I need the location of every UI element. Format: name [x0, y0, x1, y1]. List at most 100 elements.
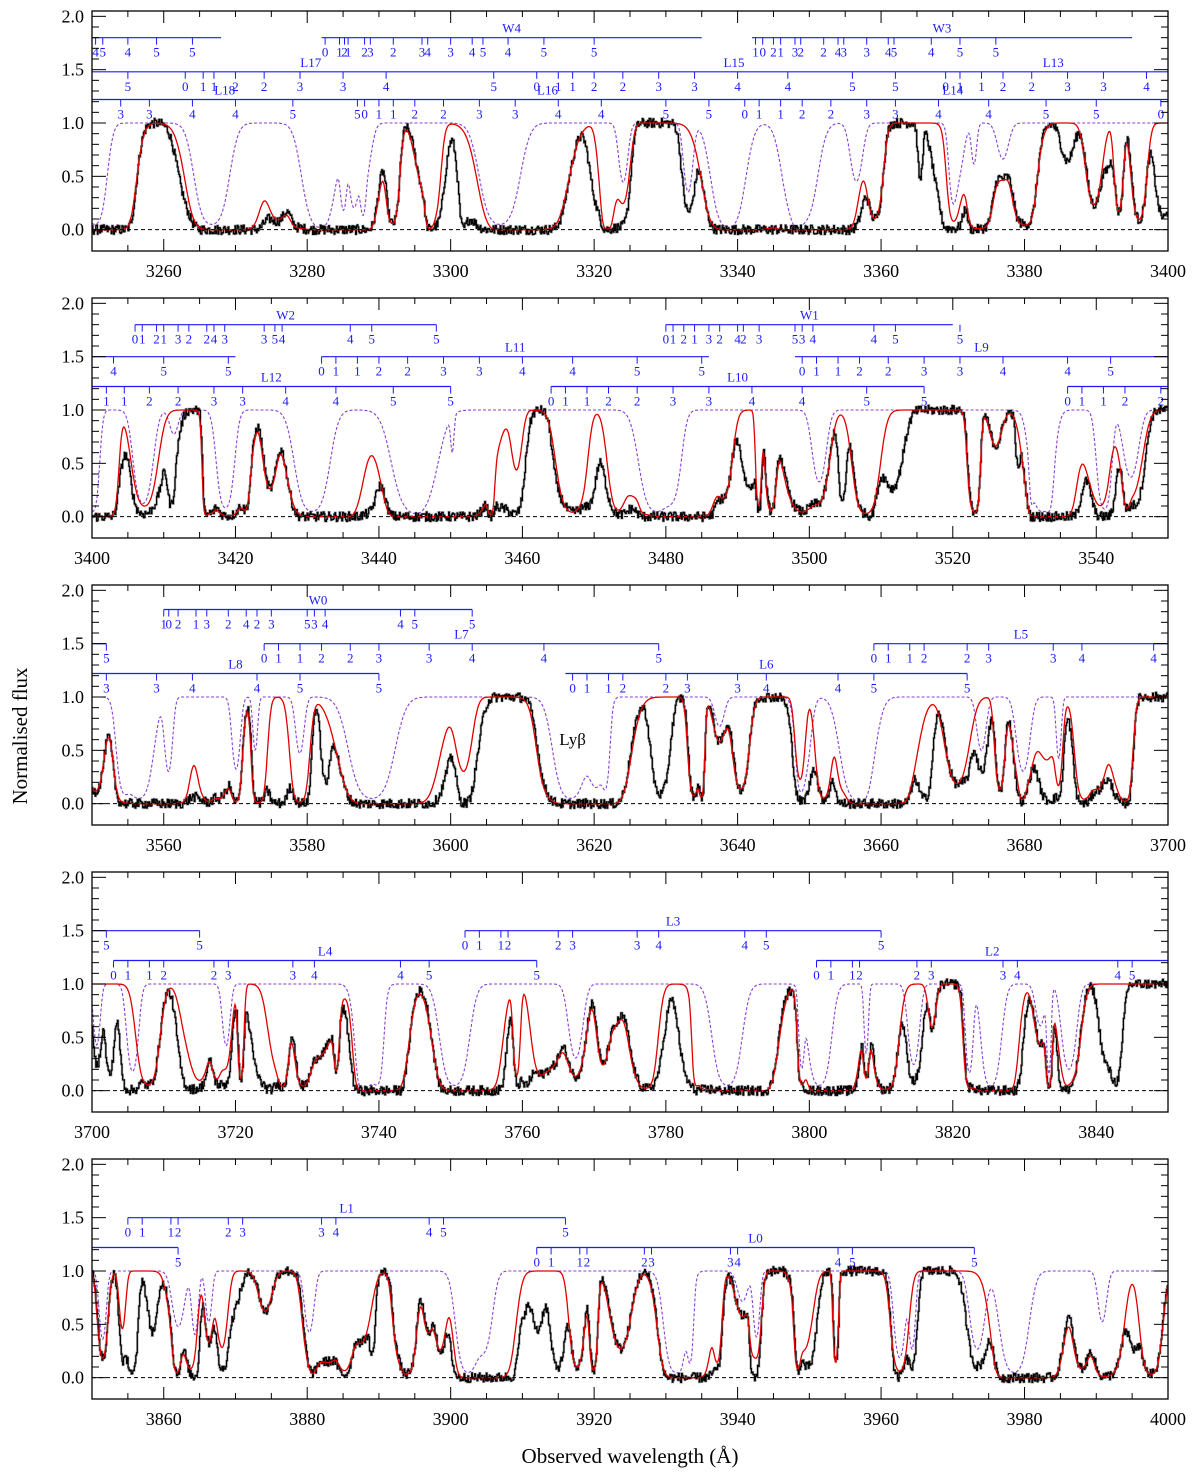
transition-label: 2: [799, 107, 806, 122]
transition-label: 3: [376, 651, 383, 666]
transition-label: 5: [663, 107, 670, 122]
x-tick-label: 3640: [720, 835, 756, 855]
transition-label: 2: [318, 651, 325, 666]
y-tick-label: 0.5: [62, 166, 85, 186]
transition-label: 1: [605, 681, 612, 696]
transition-label: 5: [1107, 364, 1114, 379]
transition-label: 5: [160, 364, 167, 379]
transition-label: 1: [376, 107, 383, 122]
absorber-label: L11: [505, 340, 525, 355]
absorber-label: W2: [276, 308, 295, 323]
transition-label: 3: [634, 938, 641, 953]
transition-label: 5: [272, 332, 279, 347]
transition-label: 0: [322, 45, 329, 60]
transition-label: 4: [569, 364, 576, 379]
transition-label: 0: [1064, 394, 1071, 409]
transition-label: 3: [706, 394, 713, 409]
transition-label: 2: [412, 107, 419, 122]
absorber-label: L7: [454, 627, 469, 642]
transition-label: 4: [110, 364, 117, 379]
transition-label: 0: [813, 968, 820, 983]
transition-label: 0: [166, 617, 173, 632]
x-tick-label: 3280: [289, 261, 325, 281]
transition-label: 1: [1079, 394, 1086, 409]
transition-label: 5: [103, 651, 110, 666]
absorber-system: 0 1 1 2 2 3 3 4 4 5 5L1: [125, 1201, 569, 1240]
transition-label: 2: [175, 1225, 182, 1240]
transition-label: 4: [383, 79, 390, 94]
transition-label: 0: [361, 107, 368, 122]
x-tick-label: 3720: [217, 1122, 253, 1142]
x-tick-label: 3700: [74, 1122, 110, 1142]
transition-label: 4: [469, 651, 476, 666]
transition-label: 2: [770, 45, 777, 60]
transition-label: 2: [1158, 394, 1165, 409]
transition-label: 0: [125, 1225, 132, 1240]
transition-label: 5: [304, 617, 311, 632]
absorber-label: L12: [261, 370, 282, 385]
transition-label: 3: [706, 332, 713, 347]
x-tick-label: 3360: [863, 261, 899, 281]
absorber-system: 1 1 2 2 3 3 4 4 5 5 L12: [92, 370, 454, 409]
transition-label: 1: [828, 968, 835, 983]
transition-label: 2: [146, 394, 153, 409]
x-tick-label: 3440: [361, 548, 397, 568]
transition-label: 3: [670, 394, 677, 409]
transition-label: 3: [1050, 651, 1057, 666]
transition-label: 4: [835, 45, 842, 60]
transition-label: 2: [620, 681, 627, 696]
transition-label: 2: [160, 968, 167, 983]
absorber-system: 0 1 2 1 3 2 2 4 3 3 5 4 4 5 5W2: [132, 308, 440, 347]
transition-label: 1: [211, 79, 218, 94]
transition-label: 2: [376, 364, 383, 379]
transition-label: 4: [742, 938, 749, 953]
panel-1-plot: [92, 117, 1168, 236]
line-note: Lyβ: [559, 730, 586, 749]
transition-label: 4: [469, 45, 476, 60]
x-tick-label: 3700: [1150, 835, 1186, 855]
x-tick-label: 3340: [720, 261, 756, 281]
transition-label: 1: [777, 45, 784, 60]
x-tick-label: 3960: [863, 1409, 899, 1429]
transition-label: 4: [985, 107, 992, 122]
transition-label: 3: [297, 79, 304, 94]
absorber-system: 0 1 1 2 2 3 3 4 4 5 5L6: [565, 657, 970, 696]
transition-label: 4: [734, 332, 741, 347]
transition-label: 5: [957, 332, 964, 347]
absorber-system: 0 1 1 2 2 3 3 4 4L5: [871, 627, 1168, 666]
transition-label: 4: [1079, 651, 1086, 666]
transition-label: 2: [211, 968, 218, 983]
transition-label: 4: [322, 617, 329, 632]
component-model-line: [92, 409, 1168, 515]
transition-label: 0: [182, 79, 189, 94]
y-tick-label: 2.0: [62, 580, 85, 600]
transition-label: 1: [345, 45, 352, 60]
absorber-system: 0 121 2 3 2 3 4 3 4 5 4 5 5W4: [321, 21, 702, 60]
absorber-label: L18: [214, 83, 235, 98]
absorber-label: W4: [502, 21, 521, 36]
transition-label: 4: [799, 394, 806, 409]
transition-label: 3: [1000, 968, 1007, 983]
absorber-system: 0 1 1 2 2 3 3 4 4 5 5L4: [110, 944, 540, 983]
y-tick-label: 0.0: [62, 794, 85, 814]
transition-label: 2: [254, 617, 261, 632]
y-tick-label: 1.5: [62, 60, 85, 80]
transition-label: 2: [856, 364, 863, 379]
x-tick-label: 3740: [361, 1122, 397, 1142]
transition-label: 4: [763, 681, 770, 696]
transition-label: 4: [505, 45, 512, 60]
transition-label: 1: [813, 364, 820, 379]
y-tick-label: 0.5: [62, 1027, 85, 1047]
transition-label: 5: [1129, 968, 1136, 983]
transition-label: 1: [835, 364, 842, 379]
transition-label: 5: [175, 1255, 182, 1270]
transition-label: 5: [849, 79, 856, 94]
transition-label: 5: [971, 1255, 978, 1270]
y-tick-label: 0.5: [62, 453, 85, 473]
absorber-label: L5: [1014, 627, 1028, 642]
x-tick-label: 3420: [217, 548, 253, 568]
